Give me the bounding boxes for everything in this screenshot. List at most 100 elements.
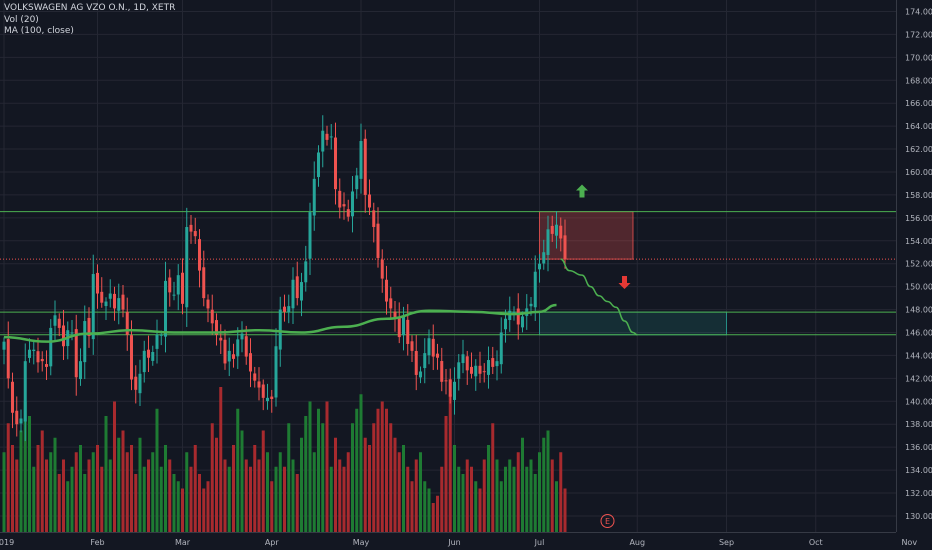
volume-bar xyxy=(96,445,99,532)
candle-body xyxy=(461,354,465,364)
volume-bar xyxy=(108,459,112,532)
volume-bar xyxy=(342,466,346,532)
moving-average xyxy=(3,303,557,343)
candle-body xyxy=(266,397,269,402)
candle-body xyxy=(36,351,40,363)
volume-bar xyxy=(470,466,473,532)
candle-body xyxy=(295,276,299,299)
volume-bar xyxy=(15,459,19,532)
candle-body xyxy=(232,354,235,359)
volume-bar xyxy=(2,452,6,532)
volume-bar xyxy=(87,459,91,532)
candle-body xyxy=(470,366,473,374)
volume-bar xyxy=(176,481,180,532)
candle-body xyxy=(410,341,414,351)
candle-body xyxy=(414,351,418,375)
horizontal-levels[interactable]: 156.54147.78145.80152.40 xyxy=(0,206,930,341)
candle-body xyxy=(538,263,541,270)
symbol-title[interactable]: VOLKSWAGEN AG VZO O.N., 1D, XETR xyxy=(4,3,176,13)
candle-body xyxy=(516,308,520,325)
candle-body xyxy=(159,334,163,336)
candle-body xyxy=(542,252,546,264)
volume-bar xyxy=(461,474,465,532)
ma-indicator-label[interactable]: MA (100, close) xyxy=(4,26,74,36)
candle-body xyxy=(172,294,176,296)
volume-bar xyxy=(538,452,541,532)
volume-bar xyxy=(402,445,405,532)
candle-body xyxy=(304,261,308,283)
price-tick-label: 146.00 xyxy=(905,329,932,338)
volume-bar xyxy=(74,452,78,532)
candle-body xyxy=(321,130,325,152)
annotations[interactable]: E xyxy=(560,184,638,528)
volume-bar xyxy=(325,401,329,532)
candle-body xyxy=(474,365,478,377)
volume-bar xyxy=(559,452,563,532)
price-tick-label: 148.00 xyxy=(905,306,932,315)
candle-body xyxy=(308,212,312,259)
volume-bar xyxy=(198,474,201,532)
volume-bar xyxy=(206,481,210,532)
volume-bars xyxy=(2,387,567,532)
price-axis[interactable]: 130.00 132.00 134.00 136.00 138.00 140.00 142.… xyxy=(896,0,932,550)
candle-body xyxy=(40,359,44,362)
candle-body xyxy=(79,361,82,380)
volume-bar xyxy=(274,466,278,532)
time-tick-label: Sep xyxy=(719,538,734,547)
volume-bar xyxy=(83,474,87,532)
candle-body xyxy=(151,351,155,361)
volume-bar xyxy=(57,474,61,532)
candle-body xyxy=(117,298,121,311)
volume-indicator-label[interactable]: Vol (20) xyxy=(4,14,39,25)
candle-body xyxy=(202,267,206,299)
target-zone-rect xyxy=(539,311,727,336)
volume-bar xyxy=(355,408,359,532)
candle-body xyxy=(325,133,329,140)
volume-bar xyxy=(410,481,414,532)
volume-bar xyxy=(283,466,286,532)
price-tick-label: 142.00 xyxy=(905,374,932,383)
candle-body xyxy=(363,138,367,195)
price-tick-label: 152.00 xyxy=(905,260,932,269)
candle-body xyxy=(134,376,138,390)
candle-body xyxy=(559,225,563,239)
volume-bar xyxy=(142,466,146,532)
candle-body xyxy=(465,356,469,371)
candle-body xyxy=(529,303,533,307)
volume-bar xyxy=(389,423,393,532)
time-tick-label: Feb xyxy=(90,538,104,547)
volume-bar xyxy=(100,466,104,532)
volume-bar xyxy=(368,445,371,532)
candle-body xyxy=(499,332,503,365)
candle-body xyxy=(121,294,125,310)
volume-bar xyxy=(168,459,172,532)
candle-body xyxy=(32,349,36,352)
candle-body xyxy=(546,229,550,255)
price-tick-label: 136.00 xyxy=(905,443,932,452)
volume-bar xyxy=(125,452,129,532)
volume-bar xyxy=(436,495,439,532)
candle-body xyxy=(431,338,435,357)
candle-body xyxy=(478,365,482,374)
volume-bar xyxy=(321,423,325,532)
volume-bar xyxy=(419,452,422,532)
candle-body xyxy=(176,275,180,295)
time-axis[interactable]: 2019 Feb Mar Apr May Jun Jul Aug Sep Oct Nov xyxy=(0,532,917,548)
volume-bar xyxy=(79,445,82,532)
volume-bar xyxy=(215,437,218,532)
volume-bar xyxy=(427,488,431,532)
candle-body xyxy=(87,317,91,336)
volume-bar xyxy=(563,488,567,532)
volume-bar xyxy=(329,466,333,532)
candle-body xyxy=(215,320,218,335)
volume-bar xyxy=(338,459,342,532)
candle-body xyxy=(130,335,133,380)
earnings-marker-label: E xyxy=(605,517,610,526)
candle-body xyxy=(491,358,495,367)
candle-body xyxy=(2,341,6,350)
candle-body xyxy=(91,274,95,340)
time-tick-label: Nov xyxy=(901,538,917,547)
candle-body xyxy=(138,373,142,394)
arrow-up-icon xyxy=(576,184,588,198)
